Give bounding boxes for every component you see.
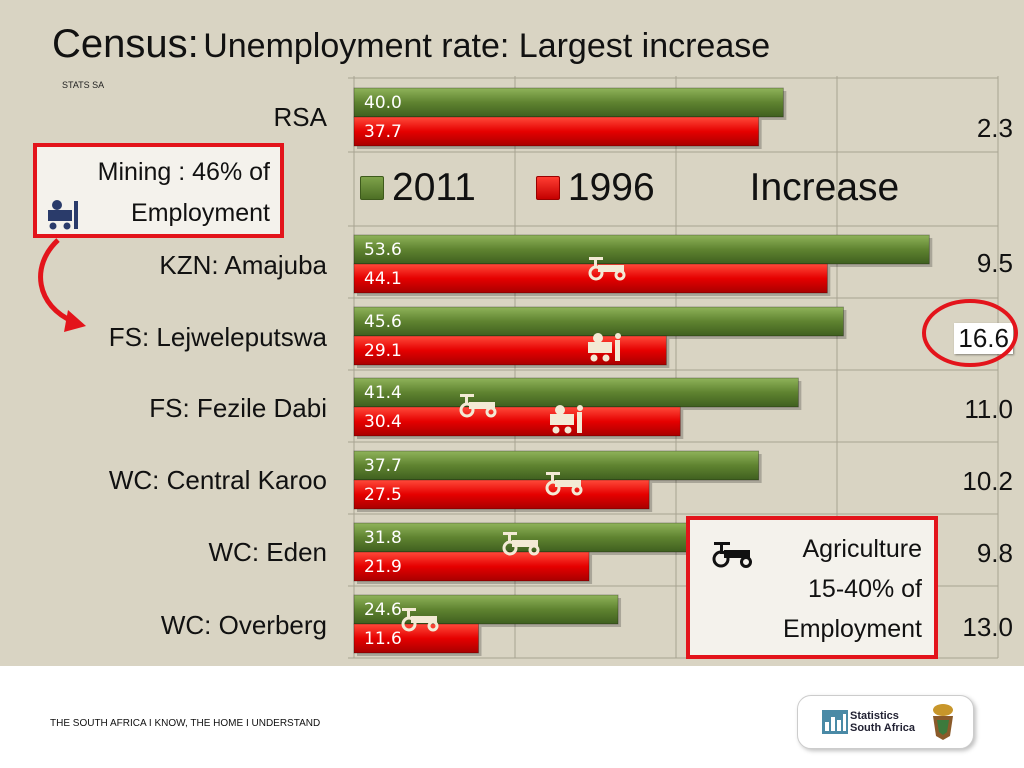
stats-sa-logo: Statistics South Africa	[797, 695, 974, 749]
logo-text: Statistics South Africa	[850, 710, 915, 734]
category-label: FS: Lejweleputswa	[108, 322, 327, 352]
chart-icons	[401, 257, 626, 632]
agriculture-callout: Agriculture 15-40% of Employment	[686, 516, 938, 659]
increase-value: 11.0	[964, 394, 1013, 424]
data-label: 44.1	[364, 269, 402, 289]
bar-2011	[353, 522, 696, 553]
mining-cart-icon	[48, 200, 78, 230]
coat-of-arms-icon	[933, 704, 953, 740]
bar-1996	[353, 406, 681, 437]
data-label: 27.5	[364, 485, 402, 505]
mining-cart-icon	[588, 333, 621, 362]
footer-tagline: THE SOUTH AFRICA I KNOW, THE HOME I UNDE…	[50, 718, 321, 729]
increase-value: 13.0	[962, 612, 1013, 642]
data-label: 45.6	[364, 312, 402, 332]
bar-1996	[353, 551, 590, 582]
increase-value-highlighted: 16.6	[954, 323, 1013, 354]
category-label: FS: Fezile Dabi	[149, 393, 327, 423]
data-label: 40.0	[364, 93, 402, 113]
increase-value: 2.3	[976, 113, 1013, 143]
data-label: 21.9	[364, 557, 402, 577]
bar-2011	[353, 234, 930, 265]
legend-swatch-2011	[360, 176, 384, 200]
curved-arrow-icon	[38, 238, 86, 332]
highlight-ellipse	[922, 299, 1018, 367]
bar-1996	[353, 116, 760, 147]
tractor-icon	[401, 608, 439, 632]
data-label: 30.4	[364, 412, 402, 432]
bar-2011	[353, 450, 760, 481]
data-label: 37.7	[364, 456, 402, 476]
data-label: 24.6	[364, 600, 402, 620]
bar-2011	[353, 377, 799, 408]
data-label: 31.8	[364, 528, 402, 548]
agriculture-callout-line3: Employment	[783, 615, 922, 643]
category-label: WC: Overberg	[160, 610, 327, 640]
data-label: 37.7	[364, 122, 402, 142]
legend-label-increase: Increase	[749, 166, 900, 209]
mining-callout-line1: Mining : 46% of	[97, 158, 270, 186]
category-label: KZN: Amajuba	[159, 250, 327, 280]
source-label: STATS SA	[62, 80, 105, 90]
tractor-icon	[502, 532, 540, 556]
legend-swatch-1996	[535, 176, 560, 200]
tractor-icon	[545, 472, 583, 496]
data-label: 53.6	[364, 240, 402, 260]
legend-label-2011: 2011	[392, 166, 476, 209]
category-label: RSA	[273, 102, 327, 132]
logo-line2: South Africa	[850, 722, 915, 734]
agriculture-callout-line1: Agriculture	[802, 535, 923, 563]
mining-cart-icon	[550, 405, 583, 434]
category-label: WC: Central Karoo	[108, 465, 327, 495]
legend-label-1996: 1996	[567, 166, 655, 209]
mining-callout: Mining : 46% of Employment	[33, 143, 284, 238]
data-label: 11.6	[364, 629, 402, 649]
increase-value: 9.5	[976, 248, 1013, 278]
logo-line1: Statistics	[850, 710, 899, 722]
data-label: 29.1	[364, 341, 402, 361]
bar-2011	[353, 87, 784, 118]
tractor-icon	[588, 257, 626, 281]
slide-title: Census: Unemployment rate: Largest incre…	[52, 22, 770, 67]
stats-logo-icon	[822, 710, 848, 734]
chart-bars: 40.0 37.7 53.6 44.1 45.6 29.1 41.4 30.4 37.7 27.5…	[353, 87, 933, 656]
tractor-icon	[459, 394, 497, 418]
title-main: Census:	[52, 22, 199, 66]
bar-1996	[353, 335, 667, 366]
bar-1996	[353, 479, 650, 510]
bar-2011	[353, 594, 619, 625]
category-label: WC: Eden	[208, 537, 328, 567]
agriculture-callout-line2: 15-40% of	[808, 575, 922, 603]
chart-legend: 2011 1996 Increase	[360, 165, 899, 211]
bar-2011	[353, 306, 844, 337]
tractor-icon	[712, 542, 752, 568]
increase-value: 10.2	[962, 466, 1013, 496]
increase-value: 9.8	[976, 538, 1013, 568]
bar-chart: 40.0 37.7 53.6 44.1 45.6 29.1 41.4 30.4 37.7 27.5…	[348, 76, 999, 659]
title-sub: Unemployment rate: Largest increase	[203, 27, 771, 65]
mining-callout-line2: Employment	[131, 199, 270, 227]
data-label: 41.4	[364, 383, 402, 403]
